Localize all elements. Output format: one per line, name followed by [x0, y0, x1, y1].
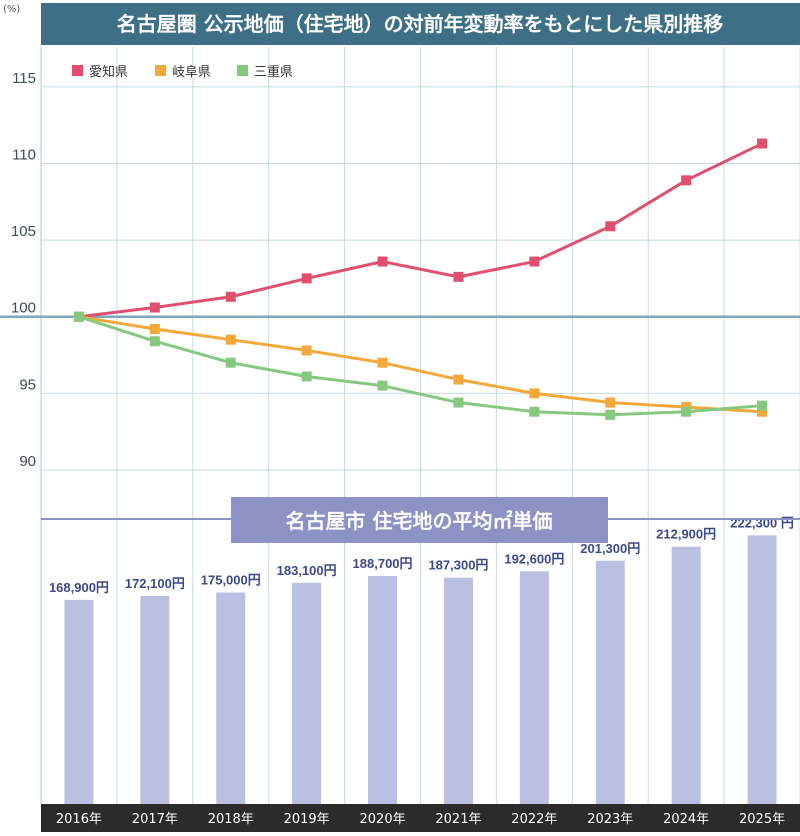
chart-title: 名古屋圏 公示地価（住宅地）の対前年変動率をもとにした県別推移 — [117, 12, 724, 36]
x-tick-label: 2025年 — [739, 812, 785, 827]
data-point — [757, 406, 768, 417]
legend-swatch — [155, 65, 166, 76]
y-tick-label: 95 — [19, 376, 36, 393]
data-point — [149, 302, 160, 313]
data-point — [757, 400, 768, 411]
x-tick-label: 2024年 — [663, 812, 709, 827]
bar — [671, 546, 701, 804]
series-line — [78, 315, 763, 417]
bar-value-label: 212,900円 — [656, 527, 716, 542]
bar-value-label: 188,700円 — [353, 556, 413, 571]
y-tick-label: 90 — [19, 453, 36, 470]
data-point — [529, 388, 540, 399]
legend-swatch — [237, 65, 248, 76]
data-point — [225, 357, 236, 368]
bar — [216, 592, 246, 804]
x-tick-label: 2017年 — [132, 812, 178, 827]
data-point — [453, 374, 464, 385]
data-point — [301, 273, 312, 284]
bar-value-label: 201,300円 — [580, 541, 640, 556]
bar — [747, 535, 777, 804]
bar-value-label: 222,300 円 — [730, 515, 794, 530]
x-axis-bar — [41, 804, 800, 832]
bar — [595, 560, 625, 804]
data-point — [529, 256, 540, 267]
data-point — [529, 406, 540, 417]
y-tick-labels: 90 95 100 105 110 115 — [11, 70, 36, 470]
data-point — [605, 397, 616, 408]
legend-label: 三重県 — [254, 64, 293, 80]
y-tick-label: 115 — [12, 70, 36, 87]
y-axis-unit: (%) — [3, 4, 20, 15]
x-tick-label: 2016年 — [56, 812, 102, 827]
x-tick-label: 2022年 — [511, 812, 557, 827]
bar-value-label: 172,100円 — [125, 576, 185, 591]
line-series — [73, 138, 768, 420]
data-point — [377, 357, 388, 368]
y-tick-label: 105 — [11, 223, 36, 240]
bar — [443, 577, 473, 804]
vertical-gridlines — [40, 47, 800, 804]
x-tick-label: 2018年 — [208, 812, 254, 827]
data-point — [377, 380, 388, 391]
series-line — [78, 315, 763, 414]
bar-value-label: 183,100円 — [277, 563, 337, 578]
x-tick-label: 2019年 — [284, 812, 330, 827]
data-point — [681, 175, 692, 186]
horizontal-gridlines — [0, 86, 800, 471]
series-line — [78, 142, 763, 319]
bar — [64, 599, 94, 804]
data-point — [757, 138, 768, 149]
data-point — [149, 323, 160, 334]
legend: 愛知県 岐阜県 三重県 — [72, 64, 293, 80]
x-tick-label: 2021年 — [435, 812, 481, 827]
bar-value-label: 168,900円 — [49, 580, 109, 595]
bar — [140, 596, 170, 804]
data-point — [681, 406, 692, 417]
data-point — [377, 256, 388, 267]
bar-value-label: 187,300円 — [428, 558, 488, 573]
data-point — [605, 221, 616, 232]
data-point — [73, 311, 84, 322]
x-tick-label: 2023年 — [587, 812, 633, 827]
bar-value-label: 175,000円 — [201, 573, 261, 588]
legend-label: 岐阜県 — [172, 64, 211, 80]
y-tick-label: 110 — [12, 146, 36, 163]
bar — [519, 571, 549, 804]
data-point — [605, 409, 616, 420]
data-point — [453, 397, 464, 408]
legend-swatch — [72, 65, 83, 76]
data-point — [149, 336, 160, 347]
data-point — [301, 345, 312, 356]
bar-value-label: 192,600円 — [504, 551, 564, 566]
data-point — [225, 334, 236, 345]
title-banner — [41, 3, 800, 45]
legend-label: 愛知県 — [89, 64, 128, 80]
subtitle-banner — [231, 497, 608, 543]
y-tick-label: 100 — [11, 300, 36, 317]
x-tick-label: 2020年 — [360, 812, 406, 827]
x-tick-labels: 2016年 2017年 2018年 2019年 2020年 2021年 2022年 2023年… — [56, 812, 785, 827]
data-point — [301, 371, 312, 382]
data-point — [453, 271, 464, 282]
data-point — [225, 291, 236, 302]
bar-chart-subtitle: 名古屋市 住宅地の平均㎡単価 — [286, 509, 553, 533]
bars — [64, 535, 777, 804]
bar — [292, 582, 322, 804]
bar — [368, 575, 398, 804]
